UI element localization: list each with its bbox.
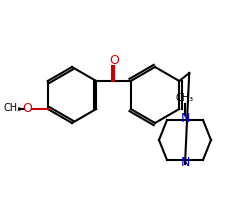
Text: N: N (180, 112, 190, 124)
Text: O: O (22, 102, 32, 114)
Text: O: O (110, 53, 120, 66)
Text: CH₃: CH₃ (176, 93, 194, 103)
Text: CH₃: CH₃ (4, 103, 22, 113)
Text: N: N (180, 156, 190, 168)
